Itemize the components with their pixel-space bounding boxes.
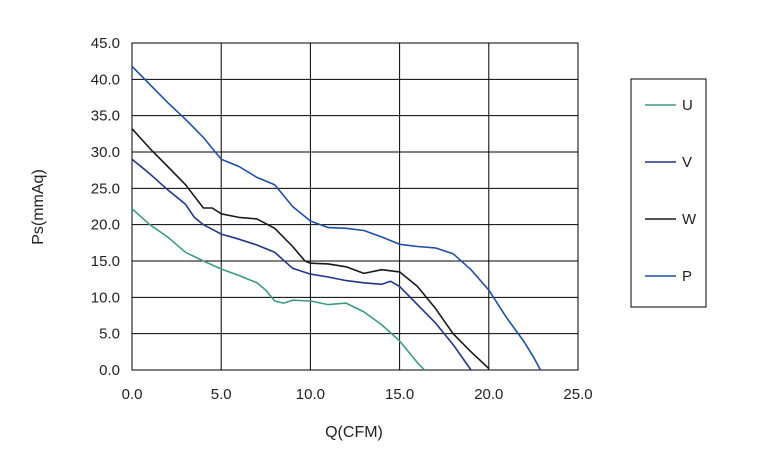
x-tick-label-0: 0.0 [122,386,143,403]
series-line-w [131,128,490,370]
grid [131,42,579,371]
y-tick-label-3: 15.0 [91,253,120,270]
series-line-v [131,158,472,371]
y-tick-label-2: 10.0 [91,289,120,306]
x-tick-label-4: 20.0 [474,386,503,403]
y-tick-label-9: 45.0 [91,35,120,52]
x-tick-label-5: 25.0 [563,386,592,403]
legend-label-p: P [682,268,692,285]
x-tick-label-1: 5.0 [211,386,232,403]
legend-label-u: U [682,97,693,114]
series-line-p [131,65,542,371]
y-tick-label-6: 30.0 [91,144,120,161]
x-tick-label-3: 15.0 [385,386,414,403]
y-axis-label: Ps(mmAq) [30,169,47,245]
legend-box [630,78,707,308]
legend: U V W P [630,78,707,308]
y-tick-label-0: 0.0 [99,362,120,379]
y-tick-label-1: 5.0 [99,326,120,343]
series-line-u [131,208,426,371]
y-tick-label-5: 25.0 [91,180,120,197]
tick-labels: 0.0 5.0 10.0 15.0 20.0 25.0 0.0 5.0 10.0 15.0 20.0… [91,35,593,403]
x-tick-label-2: 10.0 [296,386,325,403]
y-tick-label-8: 40.0 [91,71,120,88]
series-layer [131,65,542,371]
legend-label-v: V [682,154,692,171]
y-tick-label-7: 35.0 [91,108,120,125]
legend-label-w: W [682,211,697,228]
plot-frame [131,42,579,371]
y-tick-label-4: 20.0 [91,217,120,234]
x-axis-label: Q(CFM) [325,424,383,441]
